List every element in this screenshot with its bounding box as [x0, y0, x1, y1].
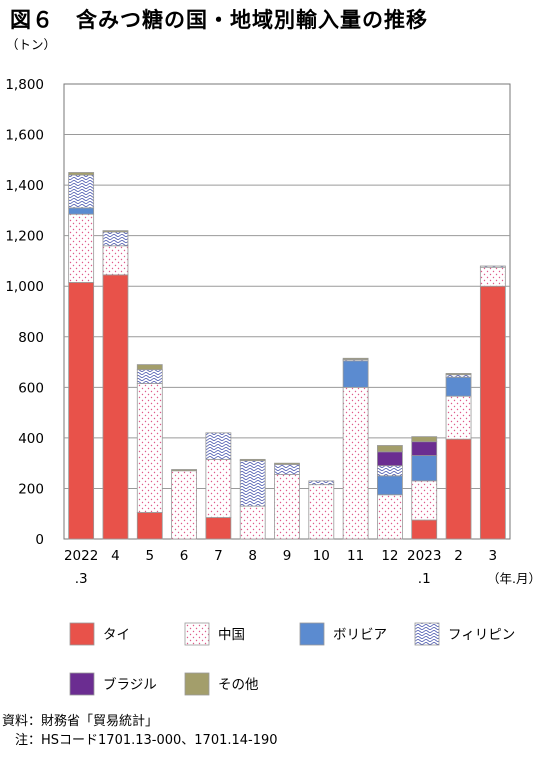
bar-segment-1 [68, 282, 95, 540]
legend-label: その他 [218, 677, 259, 693]
bar-segment-1 [411, 519, 438, 540]
bar-segment-5 [411, 441, 438, 456]
x-tick-label: 8 [248, 548, 257, 564]
bar-segment-4 [102, 231, 129, 247]
bar-segment-6 [342, 357, 369, 360]
x-tick-label-sub: .1 [418, 571, 431, 587]
x-tick-label: 6 [180, 548, 189, 564]
y-axis-unit: （トン） [6, 37, 56, 52]
legend-swatch [69, 672, 95, 696]
y-tick-label: 1,000 [5, 279, 44, 295]
legend-swatch [414, 622, 440, 646]
bar-segment-2 [274, 474, 300, 540]
bar-segment-4 [205, 432, 232, 460]
footnotes: 資料：財務省「貿易統計」 注：HSコード1701.13-000、1701.14-… [2, 712, 278, 750]
y-tick-label: 400 [18, 431, 44, 447]
hs-code-note: 注：HSコード1701.13-000、1701.14-190 [2, 733, 278, 748]
bar-segment-5 [377, 451, 403, 467]
bar-segment-6 [274, 462, 300, 465]
bar-segment-4 [68, 174, 95, 209]
legend-label: フィリピン [448, 627, 515, 643]
bar-segment-4 [377, 465, 403, 477]
bar-segment-2 [171, 470, 197, 540]
bar-segment-6 [136, 364, 163, 371]
stacked-bar-chart: 0 200 400 600 800 1,000 1,200 1,400 1,600 1,800 （ト… [5, 37, 541, 696]
bar-segment-4 [239, 460, 266, 507]
legend-label: タイ [103, 627, 130, 643]
legend-swatch [69, 622, 95, 646]
legend-swatch [299, 622, 325, 646]
bar-segment-1 [136, 512, 163, 540]
bar-segment-1 [479, 285, 506, 540]
x-tick-label: 9 [283, 548, 292, 564]
bar-segment-2 [308, 484, 335, 540]
y-tick-label: 800 [18, 330, 44, 346]
bar-segment-4 [308, 480, 335, 486]
bar-segment-4 [136, 369, 163, 384]
x-tick-label: 4 [111, 548, 120, 564]
bar-segment-6 [68, 172, 95, 176]
bar-segment-2 [445, 395, 472, 440]
x-axis-unit: （年.月） [487, 571, 541, 586]
chart-title: 図６ 含みつ糖の国・地域別輸入量の推移 [10, 8, 428, 32]
legend-label: ボリビア [333, 627, 387, 643]
bar-segment-6 [445, 373, 472, 376]
y-tick-label: 1,400 [5, 178, 44, 194]
y-tick-label: 1,200 [5, 229, 44, 245]
x-tick-label: 12 [381, 548, 398, 564]
bar-segment-6 [377, 445, 403, 453]
bar-segment-1 [102, 274, 129, 540]
x-tick-label: 10 [313, 548, 330, 564]
bar-segment-6 [171, 469, 197, 472]
x-tick-label: 7 [214, 548, 223, 564]
legend-swatch [184, 622, 210, 646]
legend-label: 中国 [218, 627, 245, 643]
y-tick-label: 600 [18, 380, 44, 396]
x-tick-label: 2022 [64, 548, 98, 564]
x-tick-label: 2 [454, 548, 463, 564]
bar-segment-4 [274, 464, 300, 475]
bar-segment-2 [136, 383, 163, 513]
y-tick-label: 200 [18, 481, 44, 497]
bar-segment-2 [411, 480, 438, 521]
x-tick-label: 3 [489, 548, 498, 564]
bar-segment-2 [342, 386, 369, 540]
bar-segment-2 [102, 245, 129, 276]
bar-segment-4 [479, 265, 506, 268]
y-tick-label: 1,600 [5, 128, 44, 144]
y-tick-label: 1,800 [5, 77, 44, 93]
legend-swatch [184, 672, 210, 696]
bar-segment-2 [205, 458, 232, 518]
bar-segment-6 [102, 230, 129, 233]
bar-segment-3 [68, 207, 95, 215]
bar-segment-2 [239, 505, 266, 540]
bar-segment-6 [239, 458, 266, 462]
x-tick-label: 5 [145, 548, 154, 564]
x-tick-label-sub: .3 [75, 571, 88, 587]
bar-segment-3 [445, 376, 472, 397]
source-note: 資料：財務省「貿易統計」 [2, 714, 159, 729]
bar-segment-1 [445, 438, 472, 540]
y-tick-label: 0 [35, 532, 44, 548]
bar-segment-2 [377, 494, 403, 540]
x-tick-label: 11 [347, 548, 364, 564]
bar-segment-1 [205, 517, 232, 540]
bar-segment-3 [377, 475, 403, 496]
bar-segment-2 [68, 213, 95, 283]
legend-label: ブラジル [103, 676, 157, 693]
x-tick-label: 2023 [407, 548, 441, 564]
bar-segment-3 [411, 455, 438, 482]
bar-segment-3 [342, 360, 369, 388]
bar-segment-2 [479, 266, 506, 287]
bar-segment-6 [411, 436, 438, 443]
